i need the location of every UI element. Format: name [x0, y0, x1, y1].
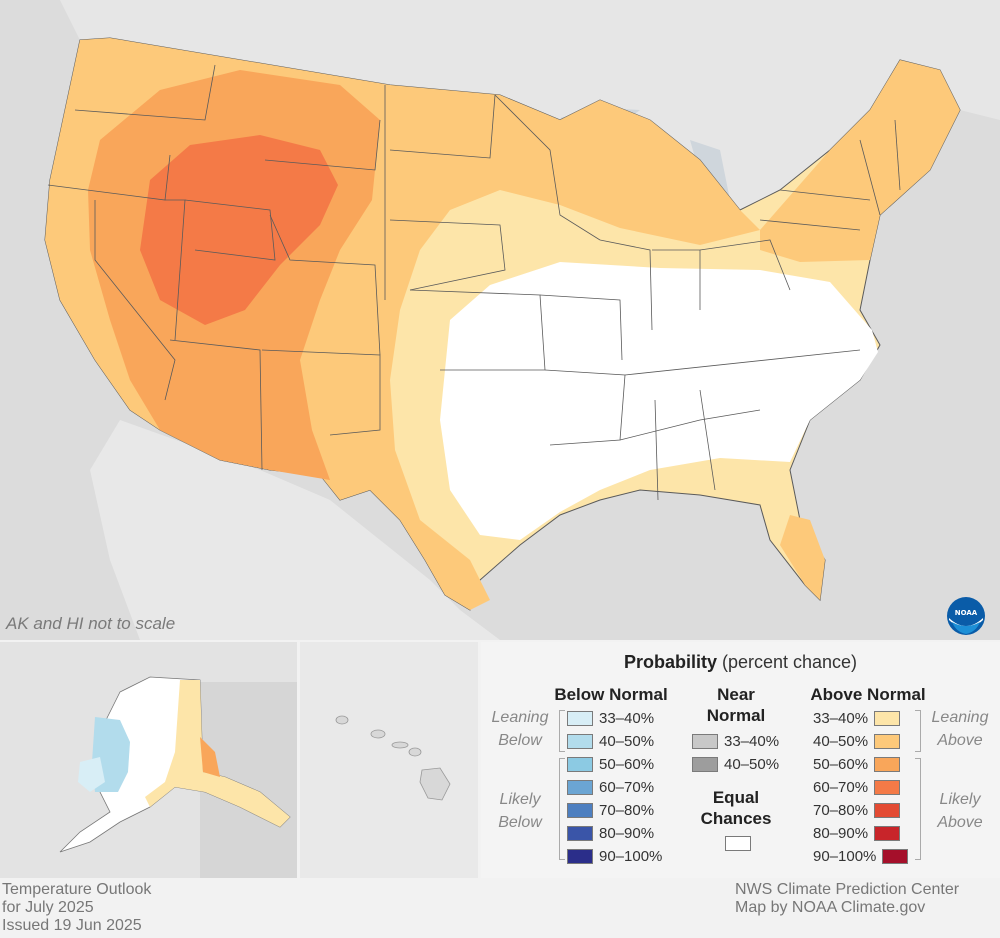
below-normal-row: 70–80%	[567, 800, 654, 820]
footer-right: NWS Climate Prediction Center Map by NOA…	[735, 881, 959, 917]
below-normal-swatch	[567, 802, 593, 818]
near-normal-label: 33–40%	[724, 732, 780, 750]
equal-chances-region	[440, 262, 878, 540]
below-normal-row: 60–70%	[567, 777, 654, 797]
island-big-island	[419, 767, 451, 801]
legend-panel: Probability (percent chance) Below Norma…	[481, 642, 1000, 878]
noaa-logo: NOAA	[947, 597, 985, 635]
above-normal-swatch	[874, 710, 901, 726]
alaska-leaning-below-light	[78, 757, 105, 792]
above-normal-label: 40–50%	[813, 732, 869, 750]
equal-chances-swatch	[725, 836, 751, 851]
below-normal-swatch	[567, 825, 593, 841]
below-normal-swatch	[567, 779, 593, 795]
leaning-below-label: Leaning Below	[491, 709, 549, 749]
above-normal-label: 70–80%	[813, 801, 869, 819]
above-40-50-region-florida	[780, 515, 825, 600]
near-normal-swatch	[692, 733, 718, 749]
alaska-map-graphic	[0, 642, 297, 878]
above-normal-label: 90–100%	[813, 847, 877, 865]
above-normal-row: 80–90%	[813, 823, 901, 843]
above-normal-swatch	[882, 848, 909, 864]
leaning-above-bracket	[915, 710, 921, 752]
legend-title-rest: (percent chance)	[721, 652, 858, 672]
below-normal-row: 90–100%	[567, 846, 662, 866]
above-normal-row: 40–50%	[813, 731, 901, 751]
state-borders	[47, 64, 901, 501]
alaska-leaning-above	[145, 680, 290, 827]
hawaii-map	[300, 642, 478, 878]
likely-above-bracket	[915, 758, 921, 860]
above-normal-swatch	[874, 779, 901, 795]
above-60-70-region	[140, 135, 338, 325]
above-normal-label: 60–70%	[813, 778, 869, 796]
near-normal-label: 40–50%	[724, 755, 780, 773]
below-normal-row: 40–50%	[567, 731, 654, 751]
above-normal-swatch	[874, 756, 901, 772]
near-normal-row: 40–50%	[692, 754, 779, 774]
above-normal-swatch	[874, 733, 901, 749]
noaa-logo-text: NOAA	[955, 609, 978, 617]
island-molokai	[391, 741, 409, 749]
leaning-below-bracket	[559, 710, 565, 752]
above-normal-row: 50–60%	[813, 754, 901, 774]
canada-land	[60, 0, 1000, 210]
footer-issued: Issued 19 Jun 2025	[2, 917, 142, 934]
near-normal-row: 33–40%	[692, 731, 779, 751]
above-normal-row: 70–80%	[813, 800, 901, 820]
below-normal-row: 33–40%	[567, 708, 654, 728]
likely-above-label: Likely Above	[937, 791, 983, 831]
below-normal-swatch	[567, 710, 593, 726]
below-normal-label: 33–40%	[599, 709, 655, 727]
island-oahu	[370, 729, 386, 739]
mexico-land	[90, 420, 500, 640]
above-normal-label: 50–60%	[813, 755, 869, 773]
conus-map: AK and HI not to scale NOAA	[0, 0, 1000, 640]
scale-note: AK and HI not to scale	[6, 614, 176, 633]
below-normal-label: 80–90%	[599, 824, 655, 842]
island-maui	[408, 747, 422, 757]
alaska-likely-above	[200, 737, 220, 777]
below-normal-label: 60–70%	[599, 778, 655, 796]
footer-left: Temperature Outlook for July 2025 Issued…	[2, 881, 151, 935]
alaska-map	[0, 642, 297, 878]
below-normal-swatch	[567, 848, 593, 864]
below-normal-label: 70–80%	[599, 801, 655, 819]
above-normal-row: 33–40%	[813, 708, 901, 728]
below-normal-row: 50–60%	[567, 754, 654, 774]
footer-period: for July 2025	[2, 899, 94, 916]
footer-credit-cpc: NWS Climate Prediction Center	[735, 881, 960, 898]
below-normal-swatch	[567, 733, 593, 749]
above-normal-row: 60–70%	[813, 777, 901, 797]
footer-credit-map: Map by NOAA Climate.gov	[735, 899, 926, 916]
below-normal-heading: Below Normal	[554, 685, 668, 704]
hawaii-map-graphic	[335, 715, 451, 801]
below-normal-swatch	[567, 756, 593, 772]
above-normal-swatch	[874, 825, 901, 841]
legend-title: Probability (percent chance)	[481, 652, 1000, 673]
above-normal-row: 90–100%	[813, 846, 909, 866]
footer-title: Temperature Outlook	[2, 881, 152, 898]
island-kauai	[335, 715, 349, 725]
above-normal-heading: Above Normal	[810, 685, 926, 704]
above-normal-swatch	[874, 802, 901, 818]
near-normal-heading: Near Normal	[706, 685, 766, 725]
conus-map-graphic	[44, 0, 1000, 640]
canada-land-ak	[200, 682, 297, 878]
above-normal-label: 80–90%	[813, 824, 869, 842]
above-40-50-region-northeast	[760, 60, 960, 262]
near-normal-swatch	[692, 756, 718, 772]
legend-title-bold: Probability	[623, 652, 717, 672]
below-normal-label: 50–60%	[599, 755, 655, 773]
likely-below-bracket	[559, 758, 565, 860]
equal-chances-heading: Equal Chances	[700, 788, 772, 828]
leaning-above-label: Leaning Above	[931, 709, 989, 749]
below-normal-label: 40–50%	[599, 732, 655, 750]
below-normal-row: 80–90%	[567, 823, 654, 843]
above-normal-label: 33–40%	[813, 709, 869, 727]
likely-below-label: Likely Below	[498, 791, 542, 831]
below-normal-label: 90–100%	[599, 847, 663, 865]
